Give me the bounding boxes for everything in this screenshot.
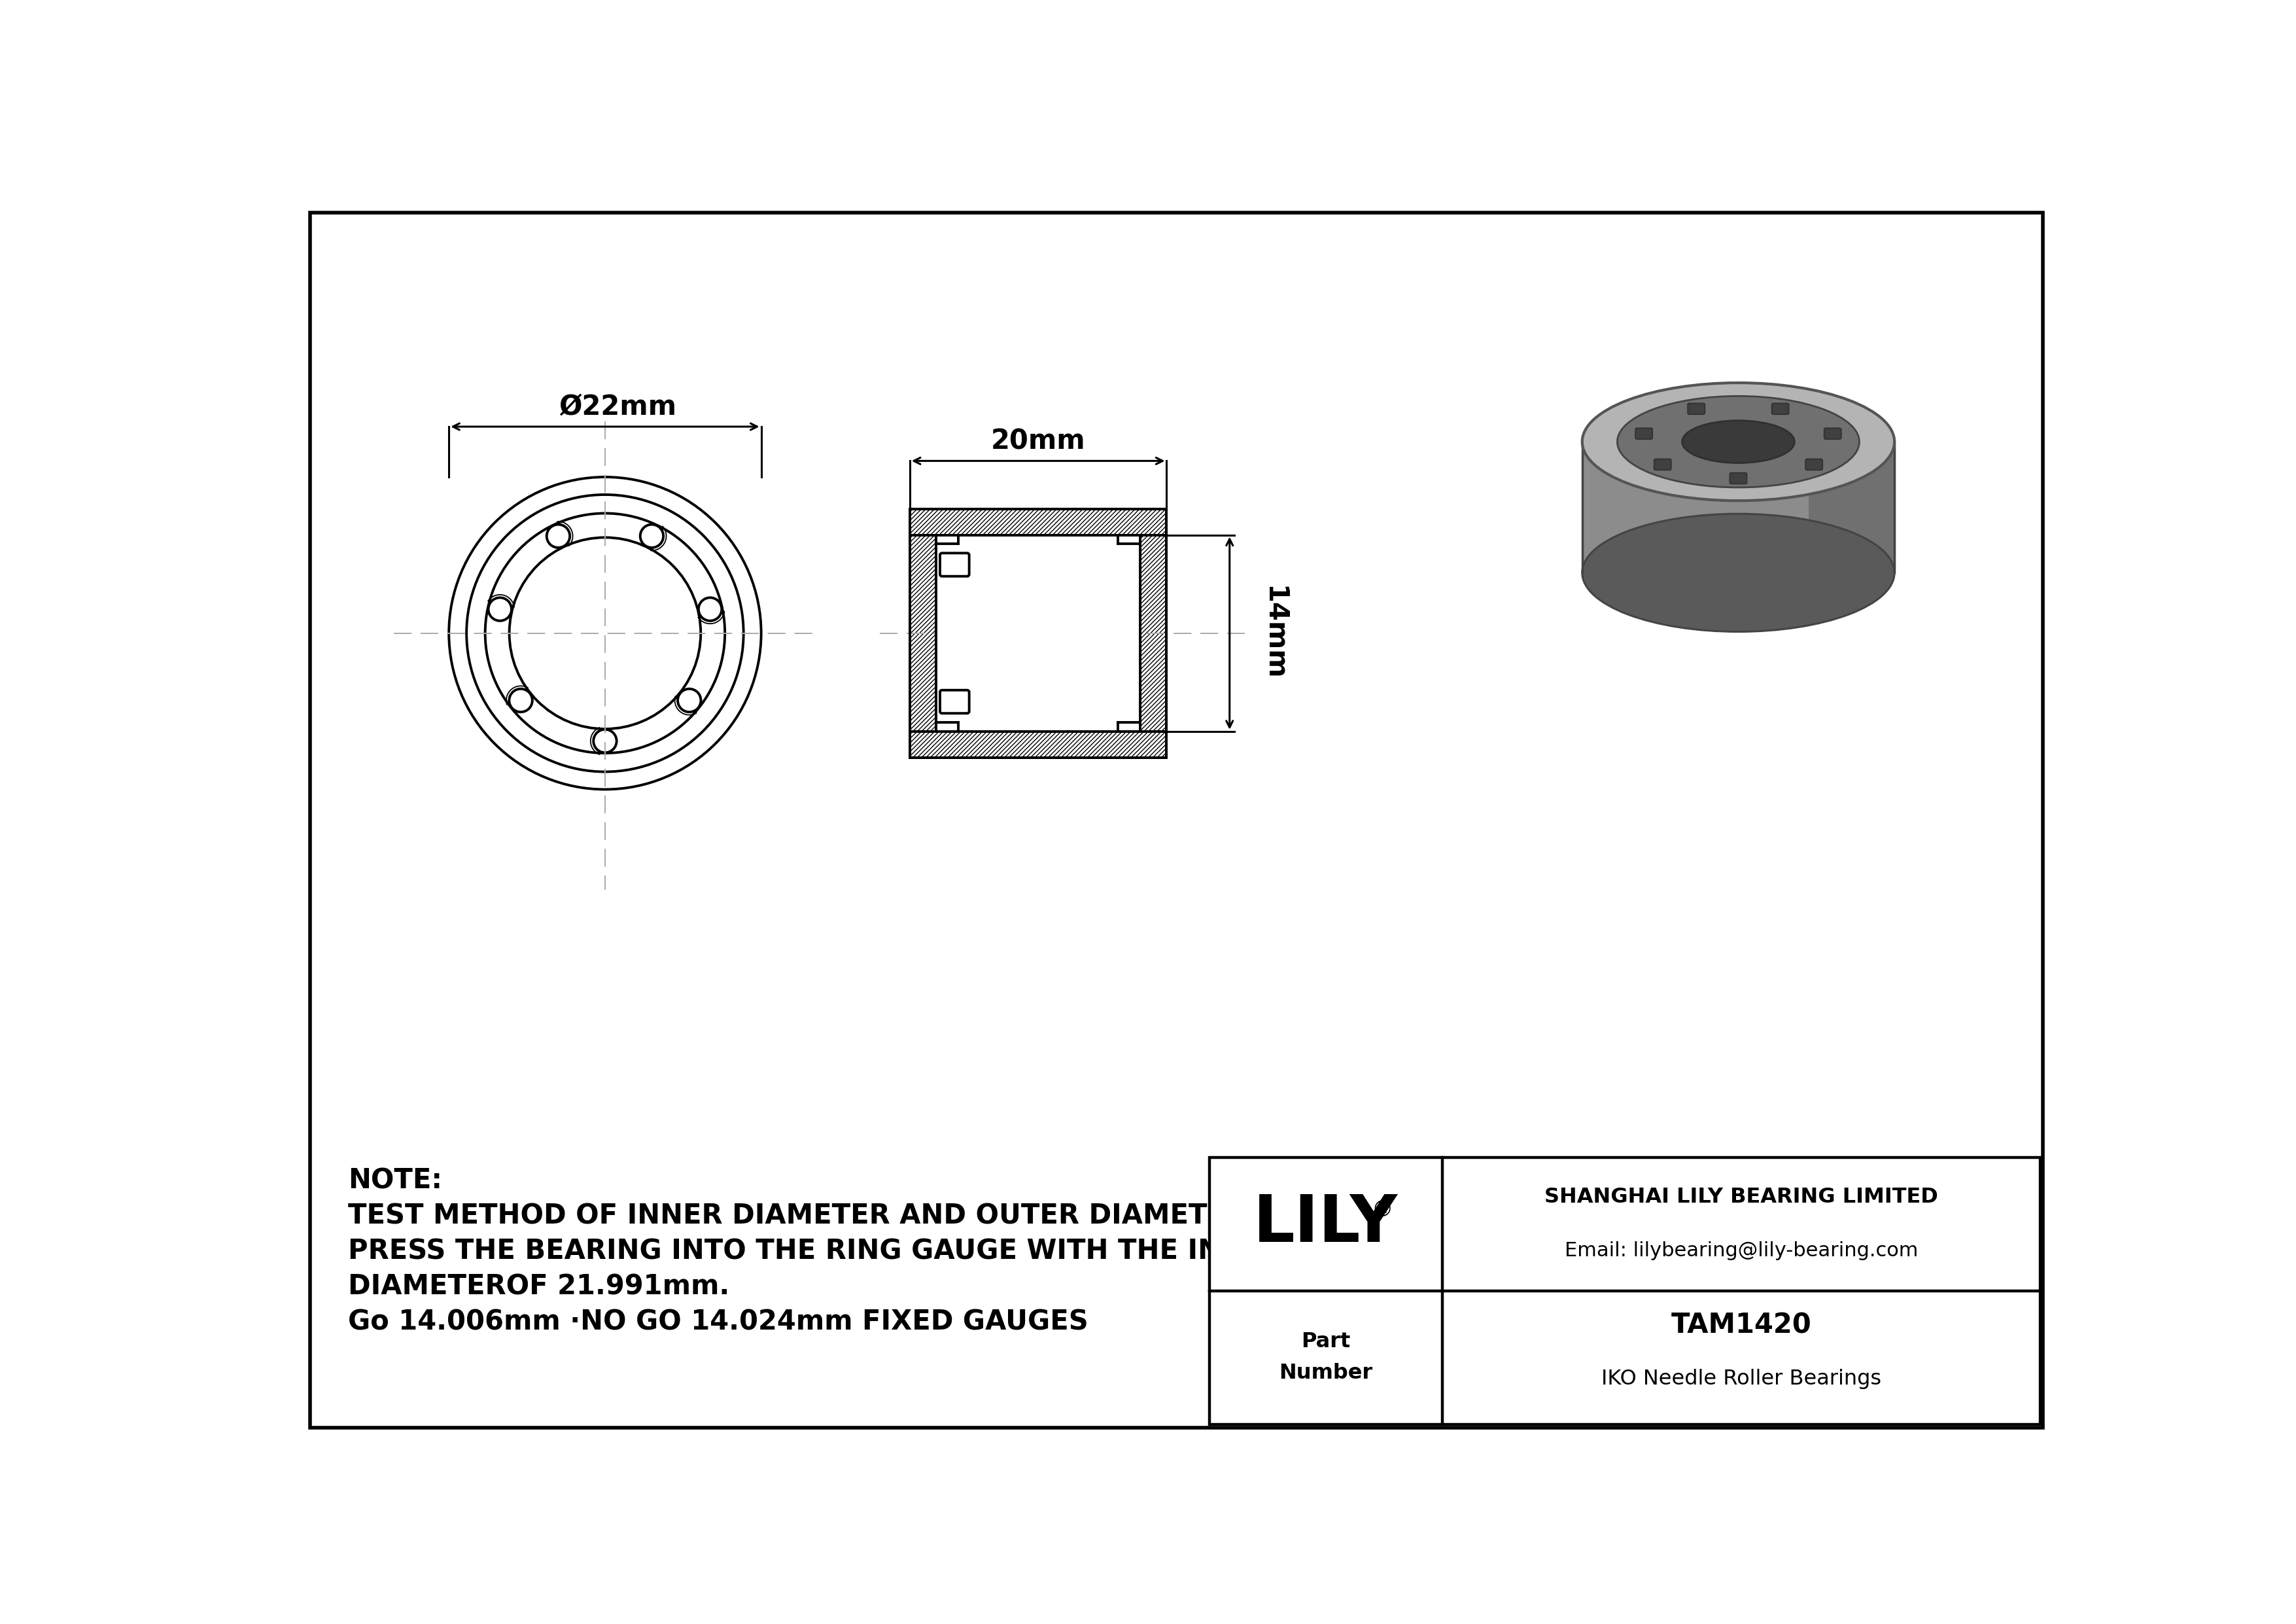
Ellipse shape: [1616, 396, 1860, 487]
FancyBboxPatch shape: [1653, 460, 1671, 469]
Bar: [909, 534, 937, 731]
FancyBboxPatch shape: [1823, 429, 1841, 438]
FancyBboxPatch shape: [1729, 473, 1747, 484]
Ellipse shape: [1582, 383, 1894, 500]
FancyBboxPatch shape: [1688, 403, 1706, 414]
FancyBboxPatch shape: [1582, 442, 1894, 573]
Ellipse shape: [1683, 421, 1795, 463]
Text: Go 14.006mm ·NO GO 14.024mm FIXED GAUGES: Go 14.006mm ·NO GO 14.024mm FIXED GAUGES: [349, 1309, 1088, 1337]
Text: Part
Number: Part Number: [1279, 1332, 1373, 1384]
Text: ®: ®: [1371, 1199, 1394, 1221]
Bar: [937, 534, 1141, 731]
Text: Ø22mm: Ø22mm: [558, 393, 677, 421]
Text: PRESS THE BEARING INTO THE RING GAUGE WITH THE INNER: PRESS THE BEARING INTO THE RING GAUGE WI…: [349, 1237, 1283, 1265]
Bar: [909, 731, 1166, 758]
Text: DIAMETEROF 21.991mm.: DIAMETEROF 21.991mm.: [349, 1273, 730, 1301]
FancyBboxPatch shape: [939, 554, 969, 577]
Text: NOTE:: NOTE:: [349, 1168, 443, 1195]
Text: Email: lilybearing@lily-bearing.com: Email: lilybearing@lily-bearing.com: [1564, 1241, 1917, 1260]
Text: LILY: LILY: [1254, 1192, 1398, 1255]
Text: TAM1420: TAM1420: [1671, 1312, 1812, 1340]
Text: TEST METHOD OF INNER DIAMETER AND OUTER DIAMETER.: TEST METHOD OF INNER DIAMETER AND OUTER …: [349, 1202, 1258, 1229]
Bar: [1141, 534, 1166, 731]
FancyBboxPatch shape: [939, 690, 969, 713]
Bar: [909, 508, 1166, 534]
FancyBboxPatch shape: [1635, 429, 1653, 438]
Text: IKO Needle Roller Bearings: IKO Needle Roller Bearings: [1600, 1369, 1880, 1389]
Text: SHANGHAI LILY BEARING LIMITED: SHANGHAI LILY BEARING LIMITED: [1545, 1187, 1938, 1207]
Text: 20mm: 20mm: [992, 427, 1086, 455]
Text: 14mm: 14mm: [1261, 586, 1288, 680]
Ellipse shape: [1582, 513, 1894, 632]
Bar: [1809, 442, 1894, 573]
FancyBboxPatch shape: [1805, 460, 1823, 469]
FancyBboxPatch shape: [1773, 403, 1789, 414]
Bar: [1210, 1158, 2041, 1424]
